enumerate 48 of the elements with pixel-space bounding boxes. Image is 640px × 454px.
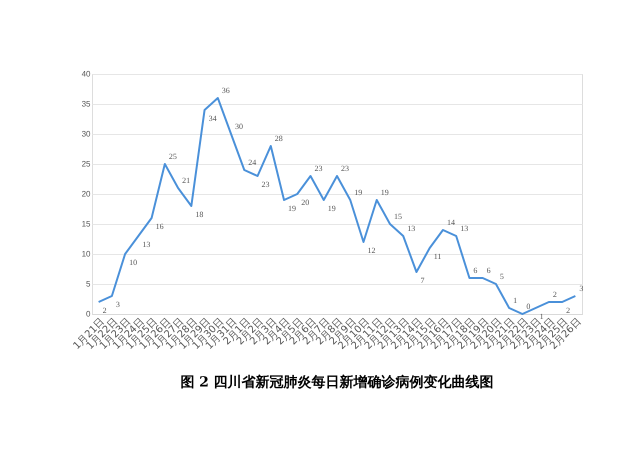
data-label: 24 <box>248 158 256 167</box>
y-tick-label: 40 <box>82 70 92 78</box>
data-label: 21 <box>182 176 190 185</box>
data-label: 2 <box>566 306 570 315</box>
data-label: 2 <box>552 290 557 299</box>
data-label: 3 <box>116 300 120 309</box>
data-label: 7 <box>420 276 424 285</box>
data-label: 11 <box>434 252 442 261</box>
data-label: 36 <box>222 86 230 95</box>
data-label: 6 <box>473 266 478 275</box>
data-label: 1 <box>513 296 518 305</box>
data-label: 19 <box>354 188 362 197</box>
y-tick-label: 15 <box>82 220 92 228</box>
data-label: 30 <box>235 122 244 131</box>
line-series <box>98 97 576 315</box>
y-tick-label: 35 <box>82 100 92 108</box>
data-label: 15 <box>394 212 402 221</box>
data-label: 19 <box>288 204 296 213</box>
data-label: 6 <box>486 266 491 275</box>
data-label: 2 <box>102 306 107 315</box>
data-label: 10 <box>129 258 138 267</box>
y-tick-label: 10 <box>82 250 92 258</box>
y-tick-label: 20 <box>82 190 92 198</box>
data-label: 23 <box>262 180 270 189</box>
data-label: 1 <box>540 312 544 321</box>
text: 图 2 四川省新冠肺炎每日新增确诊病例变化曲线图 <box>180 374 494 391</box>
data-label: 19 <box>328 204 336 213</box>
data-label: 3 <box>579 284 584 293</box>
data-label: 5 <box>500 272 504 281</box>
data-label: 19 <box>380 188 389 197</box>
y-tick-label: 0 <box>86 310 92 318</box>
data-label: 34 <box>208 114 217 123</box>
y-tick-label: 30 <box>82 130 92 138</box>
data-label: 14 <box>446 218 455 227</box>
data-label: 16 <box>156 222 164 231</box>
data-label: 23 <box>314 164 323 173</box>
y-tick-label: 5 <box>86 280 92 288</box>
data-label: 13 <box>407 224 416 233</box>
y-tick-label: 25 <box>82 160 92 168</box>
data-label: 18 <box>195 210 204 219</box>
data-label: 23 <box>341 164 349 173</box>
data-label: 12 <box>367 246 376 255</box>
data-label: 20 <box>301 198 310 207</box>
data-label: 13 <box>460 224 468 233</box>
data-label: 28 <box>274 134 283 143</box>
data-label: 25 <box>168 152 177 161</box>
data-label: 13 <box>142 240 150 249</box>
data-label: 0 <box>526 302 530 311</box>
